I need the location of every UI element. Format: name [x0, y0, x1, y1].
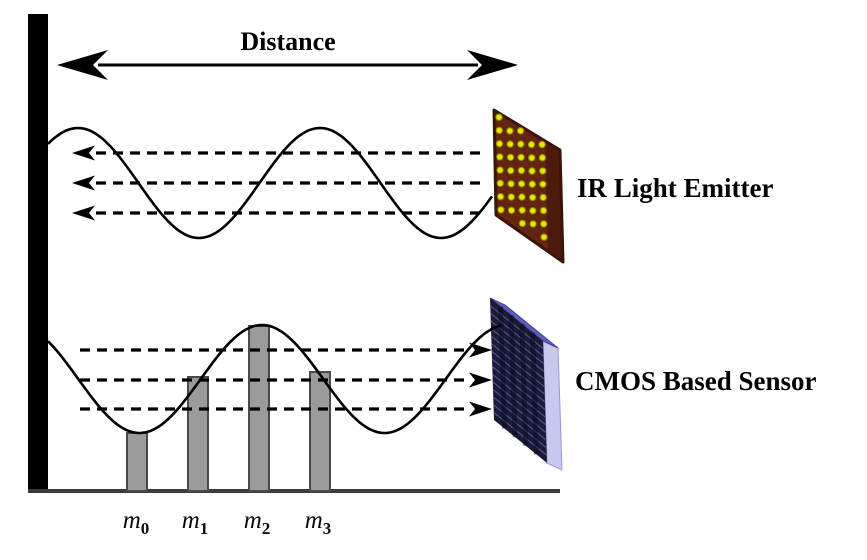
cmos-sensor-slab [489, 297, 563, 471]
led-dot-icon [528, 180, 536, 188]
sample-label-m2-base: m [244, 507, 262, 534]
led-dot-icon [528, 154, 536, 162]
led-dot-icon [518, 219, 527, 228]
led-dot-icon [506, 127, 514, 135]
ray-arrows [72, 145, 492, 417]
led-dot-icon [495, 140, 504, 148]
led-dot-icon [539, 167, 547, 175]
right-arrowhead-icon [469, 372, 492, 388]
led-dot-icon [507, 166, 515, 175]
reflected-wave [47, 323, 502, 435]
led-dot-icon [506, 153, 515, 162]
sample-label-m0: m0 [123, 507, 150, 538]
led-dot-icon [506, 140, 514, 148]
led-dot-icon [497, 206, 505, 214]
sensor-column-band [519, 323, 529, 446]
sensor-column-band [508, 315, 518, 438]
sample-label-m1: m1 [182, 507, 209, 538]
led-dot-icon [539, 180, 547, 188]
led-dot-icon [518, 193, 526, 201]
sensor-column-band [498, 306, 508, 429]
led-dot-icon [518, 206, 526, 214]
sample-label-m1-base: m [182, 507, 200, 534]
sensor-column-band [529, 332, 539, 455]
led-dot-icon [538, 140, 546, 149]
led-dot-icon [539, 193, 547, 202]
sensor-front-detail [489, 305, 548, 456]
led-dot-icon [496, 179, 504, 188]
led-dot-icon [540, 220, 548, 228]
led-dot-icon [496, 153, 504, 161]
emitter-label: IR Light Emitter [577, 173, 773, 203]
led-dot-icon [495, 113, 503, 121]
sample-label-m2: m2 [244, 507, 271, 538]
sample-label-m1-sub: 1 [200, 519, 209, 538]
led-dot-icon [529, 207, 537, 215]
led-array [495, 113, 548, 241]
led-dot-icon [507, 206, 516, 215]
led-dot-icon [507, 180, 515, 188]
sample-label-m3-base: m [305, 507, 323, 534]
led-dot-icon [495, 126, 503, 135]
led-dot-icon [539, 206, 548, 215]
sample-label-m0-sub: 0 [141, 519, 150, 538]
sample-label-m3-sub: 3 [323, 519, 332, 538]
led-dot-icon [517, 140, 525, 148]
led-dot-icon [540, 233, 548, 241]
distance-arrow-icon [57, 50, 518, 80]
led-dot-icon [517, 180, 526, 188]
led-dot-icon [496, 192, 505, 201]
right-arrowhead-icon [469, 342, 492, 358]
sample-label-m0-base: m [123, 507, 141, 534]
led-dot-icon [538, 154, 547, 162]
led-dot-icon [529, 220, 537, 228]
emitted-wave [47, 126, 494, 240]
sample-bar-m3 [309, 371, 331, 492]
led-dot-icon [527, 140, 536, 149]
sample-bar-m1 [187, 376, 209, 492]
left-arrowhead-icon [72, 205, 95, 221]
sample-label-m3: m3 [305, 507, 332, 538]
right-arrowhead-icon [469, 401, 492, 417]
led-dot-icon [517, 153, 525, 162]
sample-labels: m0 m1 m2 m3 [123, 507, 332, 538]
distance-arrow-left-head-icon [57, 50, 108, 80]
left-arrowhead-icon [72, 145, 95, 161]
led-dot-icon [528, 167, 536, 175]
led-dot-icon [507, 193, 515, 201]
distance-arrow-right-head-icon [467, 50, 518, 80]
led-dot-icon [528, 193, 537, 202]
led-dot-icon [516, 127, 525, 135]
target-wall [28, 14, 48, 492]
sample-bar-m0 [126, 432, 148, 492]
distance-label: Distance [240, 27, 335, 56]
left-arrowhead-icon [72, 175, 95, 191]
sensor-label: CMOS Based Sensor [575, 366, 817, 396]
emitter-side-edge [545, 141, 563, 262]
led-dot-icon [496, 166, 504, 174]
led-dot-icon [517, 166, 526, 175]
sample-label-m2-sub: 2 [262, 519, 271, 538]
ir-emitter-panel [492, 108, 565, 264]
